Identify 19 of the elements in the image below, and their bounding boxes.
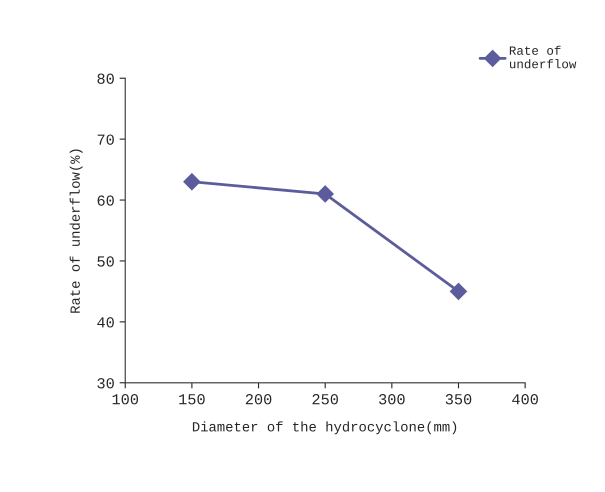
point	[183, 173, 200, 190]
x-tick-label: 400	[512, 394, 538, 404]
point	[316, 185, 334, 203]
y-tick-label: 50	[97, 256, 114, 267]
x-tick-label: 250	[312, 394, 338, 404]
y-tick-label: 30	[97, 378, 114, 388]
legend-label: Rate of underflow	[510, 46, 576, 68]
x-tick-label: 150	[179, 394, 205, 404]
x-tick-label: 350	[446, 394, 472, 404]
x-axis-title: Diameter of the hydrocyclone(mm)	[192, 421, 456, 434]
point	[450, 282, 468, 300]
y-axis-title: Rate of underflow(%)	[70, 149, 83, 313]
x-tick-label: 200	[246, 394, 272, 404]
x-tick-label: 300	[379, 394, 405, 404]
y-tick-label: 70	[98, 134, 114, 145]
y-tick-label: 80	[97, 74, 114, 84]
y-tick-label: 40	[97, 317, 114, 328]
x-tick-label: 100	[112, 394, 138, 404]
y-tick-label: 60	[98, 195, 114, 206]
